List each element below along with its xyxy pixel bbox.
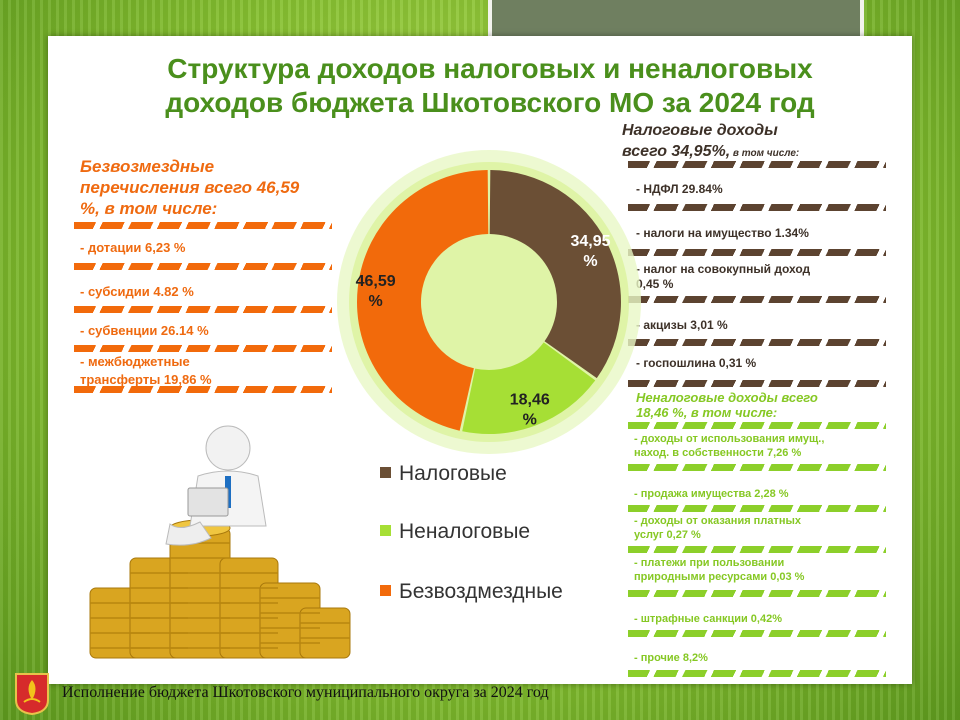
grant-item-transfers-line-2: трансферты 19,86 % (80, 372, 212, 387)
legend-item-nontax: Неналоговые (380, 520, 530, 544)
nontax-item-property-use-line-1: - доходы от использования имущ., (634, 433, 825, 445)
stripe-divider (628, 670, 886, 677)
nontax-item-natural-resources-line-1: - платежи при пользовании (634, 557, 785, 569)
stripe-divider (74, 306, 332, 313)
tax-heading-line-1: Налоговые доходы (622, 122, 778, 139)
stripe-divider (628, 505, 886, 512)
nontax-item-other: - прочие 8,2% (634, 652, 708, 664)
grant-item-subventions: - субвенции 26.14 % (80, 323, 209, 338)
stripe-divider (628, 590, 886, 597)
stripe-divider (628, 249, 886, 256)
tax-item-aggregate-income-line-1: - налог на совокупный доход (636, 262, 811, 276)
legend-swatch (380, 466, 391, 478)
grant-item-subsidies: - субсидии 4.82 % (80, 284, 194, 299)
grant-item-dotations: - дотации 6,23 % (80, 240, 186, 255)
legend-label: Безвоздмездные (399, 580, 563, 603)
nontax-heading-line-2: 18,46 %, в том числе: (636, 405, 778, 420)
stripe-divider (628, 204, 886, 211)
grants-heading-line-1: Безвозмездные (80, 157, 215, 176)
grants-heading-line-3: %, в том числе: (80, 199, 218, 218)
title-line-1: Структура доходов налоговых и неналоговы… (167, 53, 813, 84)
nontax-item-paid-services-line-1: - доходы от оказания платных (634, 515, 801, 527)
legend-swatch (380, 584, 391, 596)
nontax-item-property-sale: - продажа имущества 2,28 % (634, 488, 789, 500)
tax-heading: Налоговые доходы всего 34,95%, в том чис… (622, 120, 799, 164)
nontax-item-fines: - штрафные санкции 0,42% (634, 613, 783, 625)
grants-heading: Безвозмездные перечисления всего 46,59 %… (80, 156, 340, 219)
tax-item-excise: - акцизы 3,01 % (636, 318, 728, 332)
nontax-heading-line-1: Неналоговые доходы всего (636, 390, 818, 405)
stripe-divider (628, 422, 886, 429)
tax-item-ndfl: - НДФЛ 29.84% (636, 182, 723, 196)
nontax-item-property-use-line-2: наход. в собственности 7,26 % (634, 447, 802, 459)
legend-item-grants: Безвоздмездные (380, 580, 563, 604)
stripe-divider (628, 464, 886, 471)
grant-item-transfers-line-1: - межбюджетные (80, 354, 190, 369)
nontax-heading: Неналоговые доходы всего 18,46 %, в том … (636, 390, 818, 420)
stripe-divider (628, 339, 886, 346)
legend-label: Налоговые (399, 462, 507, 485)
slide-title: Структура доходов налоговых и неналоговы… (110, 52, 870, 120)
coin-stacks (89, 519, 351, 659)
nontax-item-paid-services-line-2: услуг 0,27 % (634, 529, 701, 541)
tax-heading-line-2: всего 34,95%, (622, 143, 731, 160)
nontax-item-natural-resources-line-2: природными ресурсами 0,03 % (634, 571, 805, 583)
tax-heading-small: в том числе: (730, 148, 800, 159)
grants-heading-line-2: перечисления всего 46,59 (80, 178, 300, 197)
stripe-divider (628, 546, 886, 553)
man-on-coins-illustration (89, 425, 351, 659)
stripe-divider (74, 222, 332, 229)
stripe-divider (74, 386, 332, 393)
legend-swatch (380, 524, 391, 536)
title-line-2: доходов бюджета Шкотовского МО за 2024 г… (165, 87, 815, 118)
legend-label: Неналоговые (399, 520, 531, 543)
tax-item-property: - налоги на имущество 1.34% (636, 226, 809, 240)
stripe-divider (628, 296, 886, 303)
man-figure (165, 425, 267, 546)
tax-item-aggregate-income-line-2: 0,45 % (636, 277, 674, 291)
coat-of-arms-logo (15, 673, 49, 716)
stripe-divider (628, 380, 886, 387)
legend-item-tax: Налоговые (380, 462, 507, 486)
stripe-divider (74, 345, 332, 352)
tax-item-state-duty: - госпошлина 0,31 % (636, 356, 757, 370)
stripe-divider (74, 263, 332, 270)
footer-caption: Исполнение бюджета Шкотовского муниципал… (62, 684, 549, 701)
stripe-divider (628, 630, 886, 637)
stripe-divider (628, 161, 886, 168)
